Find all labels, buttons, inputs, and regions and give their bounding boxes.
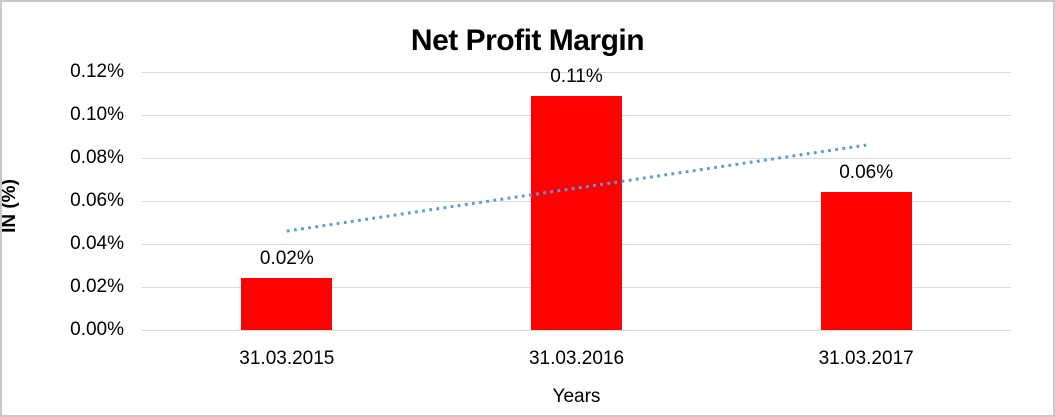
x-tick-label: 31.03.2017 — [818, 348, 914, 369]
bar-value-label: 0.11% — [550, 66, 603, 87]
y-tick-label: 0.08% — [70, 147, 124, 168]
chart-title: Net Profit Margin — [410, 24, 645, 57]
gridline — [142, 72, 1011, 73]
y-tick-label: 0.00% — [70, 319, 124, 340]
bar-31.03.2015 — [241, 278, 332, 330]
bar-value-label: 0.06% — [839, 162, 894, 183]
y-tick-label: 0.04% — [70, 233, 124, 254]
y-tick-label: 0.10% — [70, 104, 124, 125]
x-tick-label: 31.03.2016 — [528, 348, 625, 369]
x-tick-label: 31.03.2015 — [239, 348, 335, 369]
bar-value-label: 0.02% — [259, 248, 314, 269]
y-tick-label: 0.12% — [70, 61, 124, 82]
y-tick-label: 0.02% — [70, 276, 124, 297]
bar-31.03.2017 — [821, 192, 912, 330]
bar-31.03.2016 — [531, 96, 622, 330]
plot-area: 0.02% 0.11% 0.06% — [142, 66, 1011, 331]
x-axis-title: Years — [552, 386, 601, 407]
gridline — [142, 330, 1011, 331]
y-tick-label: 0.06% — [70, 190, 124, 211]
trendline-path — [286, 143, 867, 233]
trendline — [286, 143, 867, 233]
